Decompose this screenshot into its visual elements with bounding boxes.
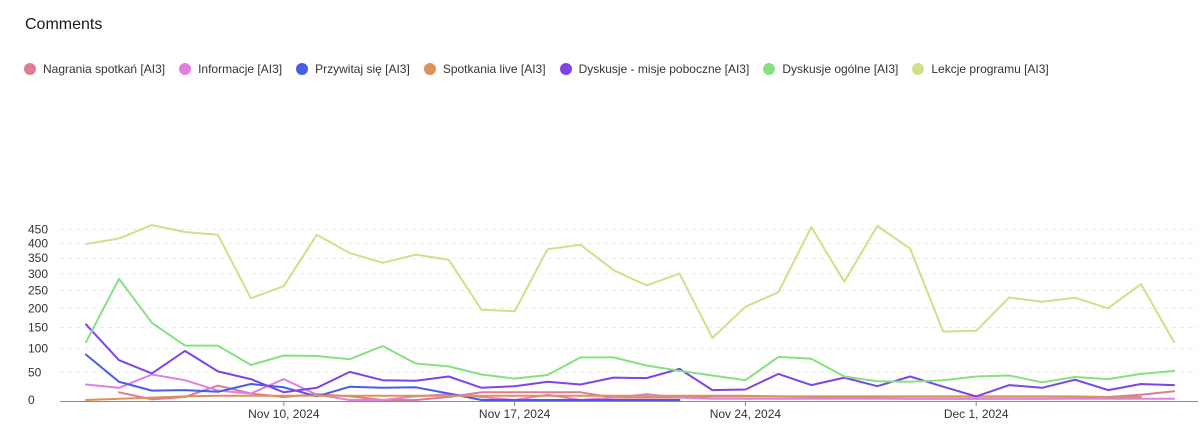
legend-item[interactable]: Spotkania live [AI3] bbox=[423, 62, 546, 76]
y-tick-label: 100 bbox=[28, 342, 48, 356]
y-tick-label: 350 bbox=[28, 251, 48, 265]
legend-swatch bbox=[24, 63, 36, 75]
legend-swatch bbox=[179, 63, 192, 75]
legend-item[interactable]: Dyskusje ogólne [AI3] bbox=[763, 62, 898, 76]
legend-swatch bbox=[296, 63, 309, 75]
series-line bbox=[85, 277, 1175, 384]
legend-label: Spotkania live [AI3] bbox=[442, 62, 546, 76]
legend-label: Dyskusje ogólne [AI3] bbox=[782, 62, 899, 76]
x-tick-label: Dec 1, 2024 bbox=[944, 407, 1009, 421]
y-tick-label: 200 bbox=[28, 301, 48, 315]
legend-item[interactable]: Dyskusje - misje poboczne [AI3] bbox=[559, 62, 750, 76]
series-line bbox=[85, 353, 681, 401]
legend-label: Dyskusje - misje poboczne [AI3] bbox=[578, 62, 750, 76]
legend-item[interactable]: Nagrania spotkań [AI3] bbox=[24, 62, 165, 76]
legend-label: Informacje [AI3] bbox=[198, 62, 283, 76]
chart-title: Comments bbox=[25, 16, 103, 33]
legend-swatch bbox=[559, 63, 572, 75]
series-line bbox=[85, 323, 1175, 398]
legend-swatch bbox=[912, 63, 925, 75]
y-tick-label: 400 bbox=[28, 236, 48, 250]
y-tick-label: 450 bbox=[28, 222, 48, 236]
series-line bbox=[85, 394, 1142, 401]
legend-label: Lekcje programu [AI3] bbox=[931, 62, 1049, 76]
x-tick-label: Nov 24, 2024 bbox=[710, 407, 782, 421]
y-tick-label: 50 bbox=[28, 365, 42, 379]
legend-label: Nagrania spotkań [AI3] bbox=[43, 62, 166, 76]
x-tick-label: Nov 17, 2024 bbox=[479, 407, 551, 421]
y-tick-label: 300 bbox=[28, 267, 48, 281]
y-tick-label: 150 bbox=[28, 321, 48, 335]
x-tick-label: Nov 10, 2024 bbox=[248, 407, 320, 421]
y-tick-label: 0 bbox=[28, 393, 35, 407]
legend-swatch bbox=[423, 63, 436, 75]
legend-item[interactable]: Informacje [AI3] bbox=[179, 62, 282, 76]
legend-label: Przywitaj się [AI3] bbox=[315, 62, 410, 76]
legend-item[interactable]: Przywitaj się [AI3] bbox=[296, 62, 410, 76]
series-line bbox=[85, 224, 1175, 344]
chart-legend: Nagrania spotkań [AI3] Informacje [AI3] … bbox=[24, 62, 1049, 76]
legend-swatch bbox=[763, 63, 776, 75]
y-tick-label: 250 bbox=[28, 284, 48, 298]
legend-item[interactable]: Lekcje programu [AI3] bbox=[912, 62, 1049, 76]
